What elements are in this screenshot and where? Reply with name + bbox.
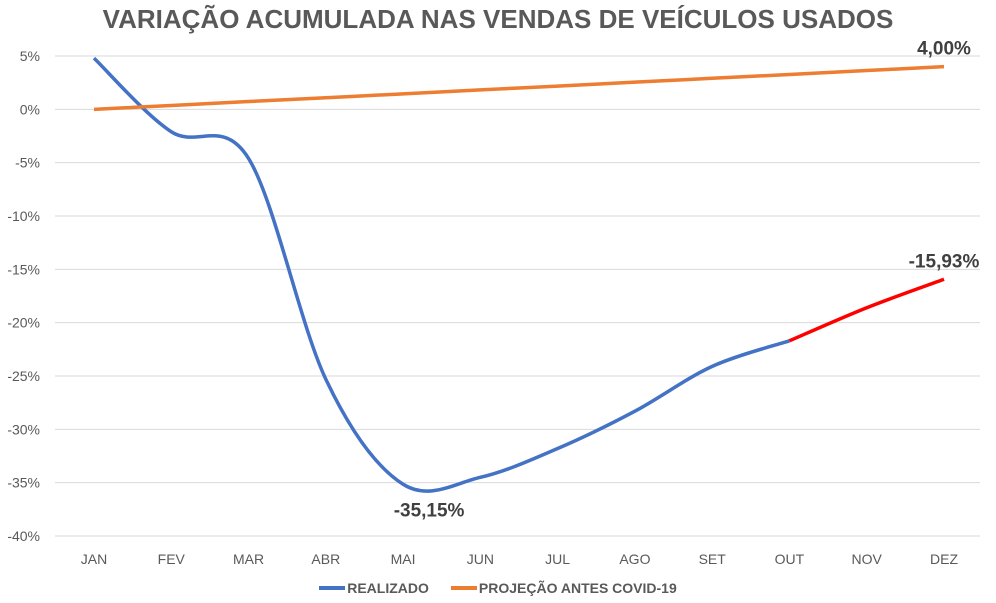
x-tick-label: FEV	[158, 551, 186, 567]
x-tick-label: JUN	[467, 551, 494, 567]
chart-title: VARIAÇÃO ACUMULADA NAS VENDAS DE VEÍCULO…	[102, 4, 894, 34]
x-tick-label: AGO	[619, 551, 650, 567]
y-tick-label: -25%	[7, 368, 40, 384]
legend-item-projecao: PROJEÇÃO ANTES COVID-19	[450, 580, 677, 596]
data-label: -15,93%	[909, 251, 980, 272]
x-tick-label: SET	[699, 551, 727, 567]
y-tick-label: 0%	[20, 101, 40, 117]
data-label: 4,00%	[917, 39, 971, 60]
y-tick-label: -30%	[7, 421, 40, 437]
x-tick-label: NOV	[852, 551, 883, 567]
series-line-realizado	[92, 56, 791, 493]
y-tick-label: -20%	[7, 315, 40, 331]
x-tick-label: JAN	[81, 551, 107, 567]
y-tick-label: -40%	[7, 528, 40, 544]
legend-swatch	[450, 586, 477, 590]
x-tick-label: OUT	[775, 551, 805, 567]
x-tick-label: ABR	[311, 551, 340, 567]
series-line-projecao	[93, 64, 945, 112]
legend-label: REALIZADO	[347, 580, 429, 596]
y-tick-label: -15%	[7, 261, 40, 277]
y-tick-label: -35%	[7, 475, 40, 491]
data-label: -35,15%	[394, 500, 465, 521]
legend-swatch	[319, 586, 346, 590]
x-tick-label: JUL	[545, 551, 570, 567]
y-tick-label: -5%	[15, 155, 40, 171]
x-tick-label: DEZ	[930, 551, 958, 567]
legend-item-realizado: REALIZADO	[319, 580, 429, 596]
x-tick-label: MAI	[391, 551, 416, 567]
y-tick-label: 5%	[20, 48, 40, 64]
legend: REALIZADO PROJEÇÃO ANTES COVID-19	[0, 580, 996, 596]
y-tick-label: -10%	[7, 208, 40, 224]
series-line-realizado-highlight	[788, 277, 945, 343]
legend-label: PROJEÇÃO ANTES COVID-19	[478, 580, 677, 596]
x-tick-label: MAR	[233, 551, 264, 567]
